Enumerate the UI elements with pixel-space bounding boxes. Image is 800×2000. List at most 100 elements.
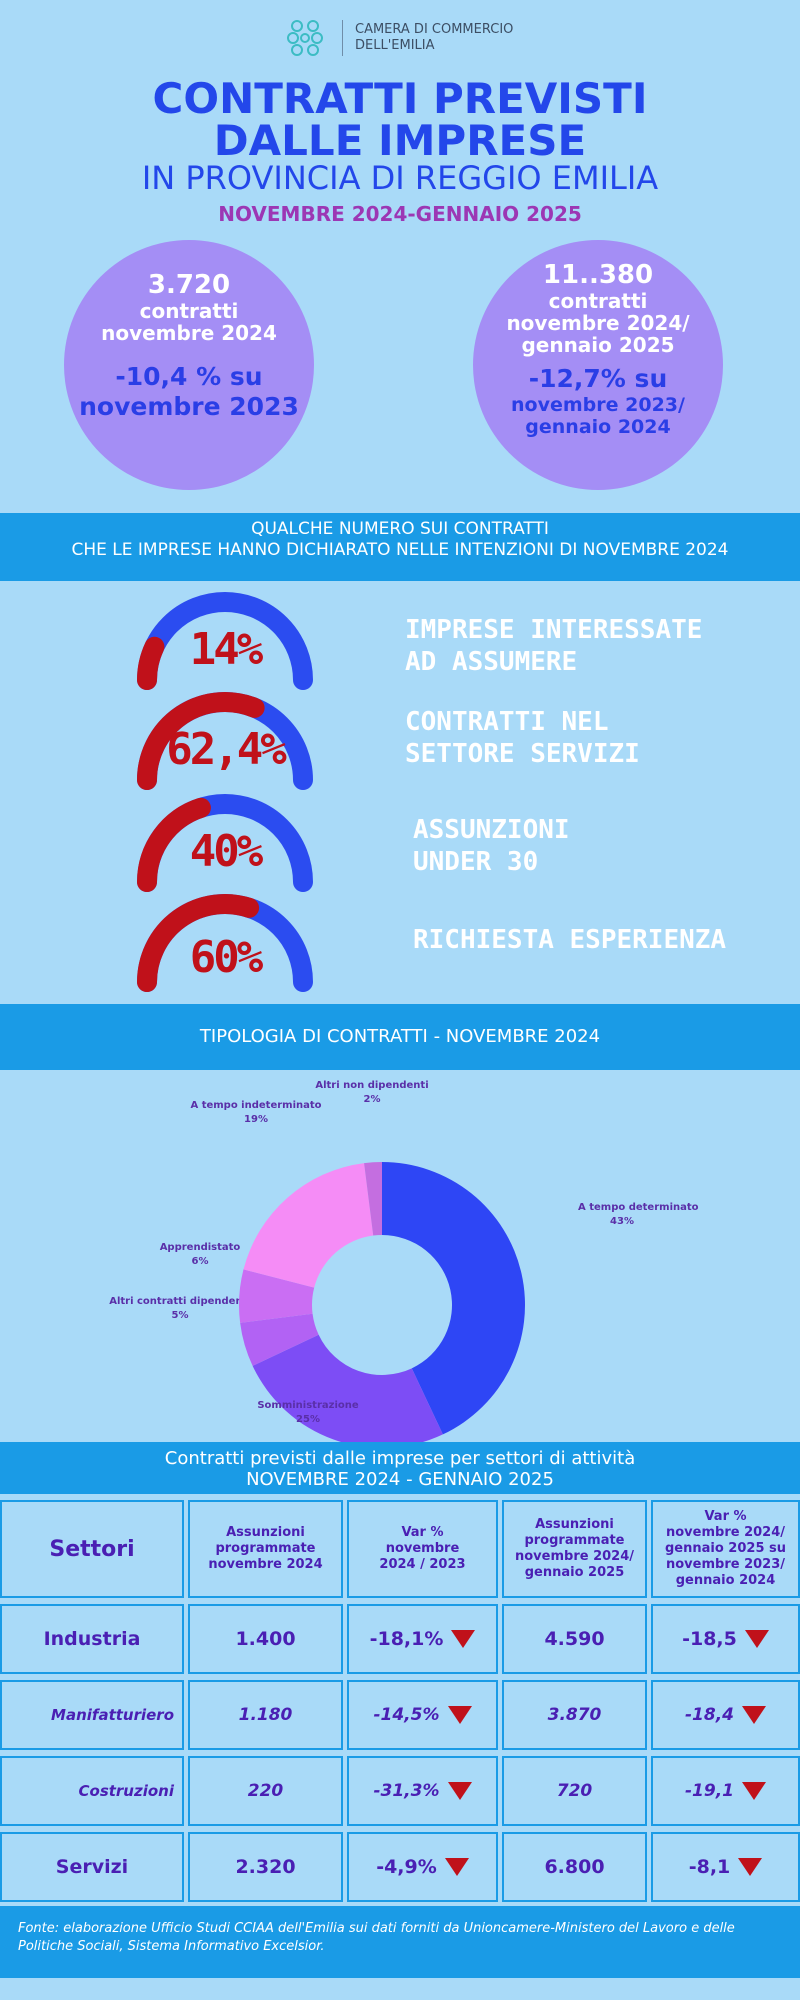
table-cell: 2.320 [188, 1832, 343, 1902]
gauge-label: CONTRATTI NEL SETTORE SERVIZI [405, 706, 640, 770]
stat-number: 11..380 [542, 260, 654, 290]
cell-value: 220 [247, 1781, 284, 1801]
header-text: programmate [215, 1541, 316, 1556]
header-text: programmate [524, 1533, 625, 1548]
table-cell: -18,5 [651, 1604, 800, 1674]
cell-value: -4,9% [376, 1856, 437, 1878]
gauge-label-2: SETTORE SERVIZI [405, 739, 640, 769]
source-footer: Fonte: elaborazione Ufficio Studi CCIAA … [0, 1906, 800, 1978]
stat-circle-november: 3.720 contratti novembre 2024 -10,4 % su… [64, 240, 314, 490]
donut-label-name: Somministrazione [257, 1400, 359, 1411]
donut-label-name: Altri non dipendenti [315, 1080, 428, 1091]
cell-value: 2.320 [235, 1856, 296, 1878]
donut-slice-5 [364, 1162, 382, 1236]
down-arrow-icon [742, 1782, 766, 1800]
contract-type-donut-chart: A tempo determinato 43% Somministrazione 25… [0, 1070, 800, 1448]
gauge-pct: 14% [189, 624, 263, 675]
gauge-label: ASSUNZIONI UNDER 30 [413, 814, 570, 878]
header-text: novembre 2024 [208, 1557, 323, 1572]
stat-variation-3: gennaio 2024 [525, 416, 671, 438]
stat-label-3: gennaio 2025 [521, 333, 675, 357]
gauge-under-30 [137, 794, 313, 892]
donut-label-pct: 19% [244, 1114, 268, 1125]
table-cell: -4,9% [347, 1832, 498, 1902]
gauge-pct: 62,4% [166, 724, 286, 775]
stat-label-1: contratti [139, 299, 239, 323]
table-cell: 720 [502, 1756, 647, 1826]
gauge-label-1: ASSUNZIONI [413, 815, 570, 845]
table-cell: -14,5% [347, 1680, 498, 1750]
logo-text: CAMERA DI COMMERCIO DELL'EMILIA [355, 22, 513, 54]
table-header-3: Assunzioni programmate novembre 2024/genna… [502, 1500, 647, 1598]
gauge-label-2: UNDER 30 [413, 847, 539, 877]
table-cell: 4.590 [502, 1604, 647, 1674]
gauge-label: RICHIESTA ESPERIENZA [413, 924, 726, 956]
gauge-services-sector [137, 692, 313, 790]
table-cell: -18,1% [347, 1604, 498, 1674]
header-text: Settori [49, 1536, 135, 1562]
donut-label-pct: 43% [610, 1216, 634, 1227]
down-arrow-icon [742, 1706, 766, 1724]
cell-value: -19,1 [685, 1781, 734, 1801]
stat-label-2: novembre 2024 [101, 321, 277, 345]
stat-variation-2: novembre 2023 [79, 392, 299, 421]
donut-label-name: A tempo indeterminato [190, 1100, 321, 1111]
stat-label-1: contratti [548, 289, 648, 313]
header-text: Var % [704, 1509, 747, 1524]
gauge-fill [137, 797, 211, 892]
table-cell: 3.870 [502, 1680, 647, 1750]
table-cell: -31,3% [347, 1756, 498, 1826]
down-arrow-icon [444, 1858, 469, 1876]
header-text: novembre 2024/ [514, 1549, 634, 1564]
banner-line1: QUALCHE NUMERO SUI CONTRATTI [251, 519, 549, 539]
cell-value: 3.870 [547, 1705, 602, 1725]
header-text: Assunzioni [535, 1517, 614, 1532]
gauge-label-1: RICHIESTA ESPERIENZA [413, 925, 727, 955]
gauge-fill [137, 894, 260, 992]
table-header-0: Settori [0, 1500, 184, 1598]
stat-variation-1: -12,7% su [528, 364, 668, 393]
header-text: novembre 2024/ [665, 1525, 785, 1540]
banner-line1: Contratti previsti dalle imprese per set… [164, 1448, 636, 1469]
cell-value: -18,5 [682, 1628, 737, 1650]
table-row-name: Manifatturiero [0, 1680, 184, 1750]
donut-slice-3 [238, 1269, 315, 1323]
header-text: novembre [385, 1541, 460, 1556]
cell-value: -31,3% [373, 1781, 440, 1801]
table-cell: 1.400 [188, 1604, 343, 1674]
cell-value: -14,5% [373, 1705, 440, 1725]
down-arrow-icon [738, 1858, 763, 1876]
cell-value: 720 [556, 1781, 593, 1801]
table-cell: -18,4 [651, 1680, 800, 1750]
table-header-4: Var % novembre 2024/gennaio 2025 su novemb… [651, 1500, 800, 1598]
stat-variation-1: -10,4 % su [115, 362, 263, 391]
cell-value: 4.590 [544, 1628, 605, 1650]
donut-label-pct: 5% [172, 1310, 189, 1321]
gauge-fill [137, 692, 265, 790]
donut-label-name: Apprendistato [160, 1242, 241, 1253]
donut-label-pct: 25% [296, 1414, 320, 1425]
gauge-hiring-companies [137, 592, 313, 690]
section-banner-numbers: QUALCHE NUMERO SUI CONTRATTI CHE LE IMPR… [0, 513, 800, 581]
gauge-pct: 40% [189, 826, 263, 877]
gauge-label-2: AD ASSUMERE [405, 647, 578, 677]
table-row-name: Servizi [0, 1832, 184, 1902]
cell-value: 6.800 [544, 1856, 605, 1878]
logo-line1: CAMERA DI COMMERCIO [355, 22, 514, 37]
title-line1: CONTRATTI PREVISTI [152, 74, 648, 123]
header-text: Assunzioni [226, 1525, 305, 1540]
table-cell: 6.800 [502, 1832, 647, 1902]
table-row-name: Industria [0, 1604, 184, 1674]
banner-line2: NOVEMBRE 2024 - GENNAIO 2025 [246, 1469, 554, 1490]
banner-line2: CHE LE IMPRESE HANNO DICHIARATO NELLE IN… [71, 540, 729, 560]
stat-circle-quarter: 11..380 contratti novembre 2024/ gennaio… [473, 240, 723, 490]
cell-value: 1.180 [238, 1705, 293, 1725]
gauge-label-1: CONTRATTI NEL [405, 707, 609, 737]
header-text: Var % [401, 1525, 444, 1540]
gauge-label: IMPRESE INTERESSATE AD ASSUMERE [405, 614, 702, 678]
table-cell: 1.180 [188, 1680, 343, 1750]
donut-slice-4 [243, 1163, 374, 1288]
stat-label-2: novembre 2024/ [506, 311, 690, 335]
cell-value: -8,1 [688, 1856, 731, 1878]
down-arrow-icon [447, 1782, 472, 1800]
